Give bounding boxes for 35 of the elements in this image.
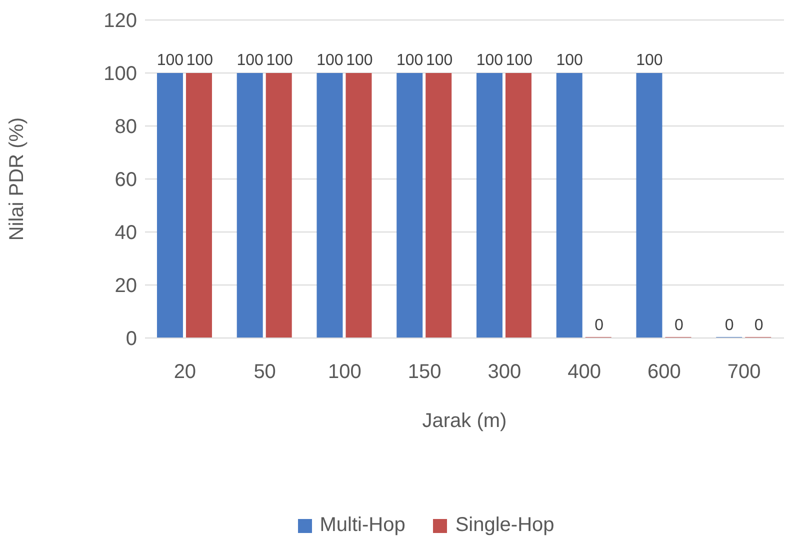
legend-label: Multi-Hop bbox=[320, 514, 406, 537]
x-tick-label: 700 bbox=[727, 361, 761, 384]
y-tick-label: 120 bbox=[104, 10, 137, 32]
x-tick-label: 400 bbox=[568, 361, 601, 384]
data-label: 100 bbox=[236, 52, 264, 69]
data-label: 100 bbox=[556, 52, 584, 69]
data-label: 100 bbox=[506, 52, 533, 69]
x-tick-label: 20 bbox=[174, 361, 196, 384]
data-label: 100 bbox=[396, 52, 424, 69]
data-label: 100 bbox=[186, 52, 214, 69]
data-label: 0 bbox=[754, 317, 764, 334]
legend-label: Single-Hop bbox=[455, 514, 554, 537]
data-label: 100 bbox=[316, 52, 344, 69]
x-tick-label: 600 bbox=[648, 361, 681, 384]
x-tick-label: 150 bbox=[408, 361, 442, 384]
y-tick-label: 20 bbox=[114, 275, 137, 298]
x-tick-label: 300 bbox=[488, 361, 522, 384]
y-tick-label: 0 bbox=[126, 328, 137, 350]
y-tick-label: 40 bbox=[114, 222, 137, 244]
data-label: 0 bbox=[674, 317, 684, 334]
x-tick-label: 100 bbox=[328, 361, 362, 384]
data-label: 0 bbox=[724, 317, 734, 334]
y-tick-label: 80 bbox=[114, 116, 137, 138]
x-axis-title: Jarak (m) bbox=[422, 410, 507, 432]
x-tick-label: 50 bbox=[254, 361, 276, 384]
data-label: 100 bbox=[636, 52, 663, 69]
data-label: 100 bbox=[266, 52, 293, 69]
data-label: 100 bbox=[426, 52, 453, 69]
data-label: 100 bbox=[476, 52, 504, 69]
data-label: 100 bbox=[346, 52, 373, 69]
data-label: 0 bbox=[594, 317, 604, 334]
data-label: 100 bbox=[156, 52, 184, 69]
y-tick-label: 100 bbox=[104, 63, 137, 86]
y-axis-title: Nilai PDR (%) bbox=[6, 117, 28, 241]
y-tick-label: 60 bbox=[114, 169, 137, 192]
